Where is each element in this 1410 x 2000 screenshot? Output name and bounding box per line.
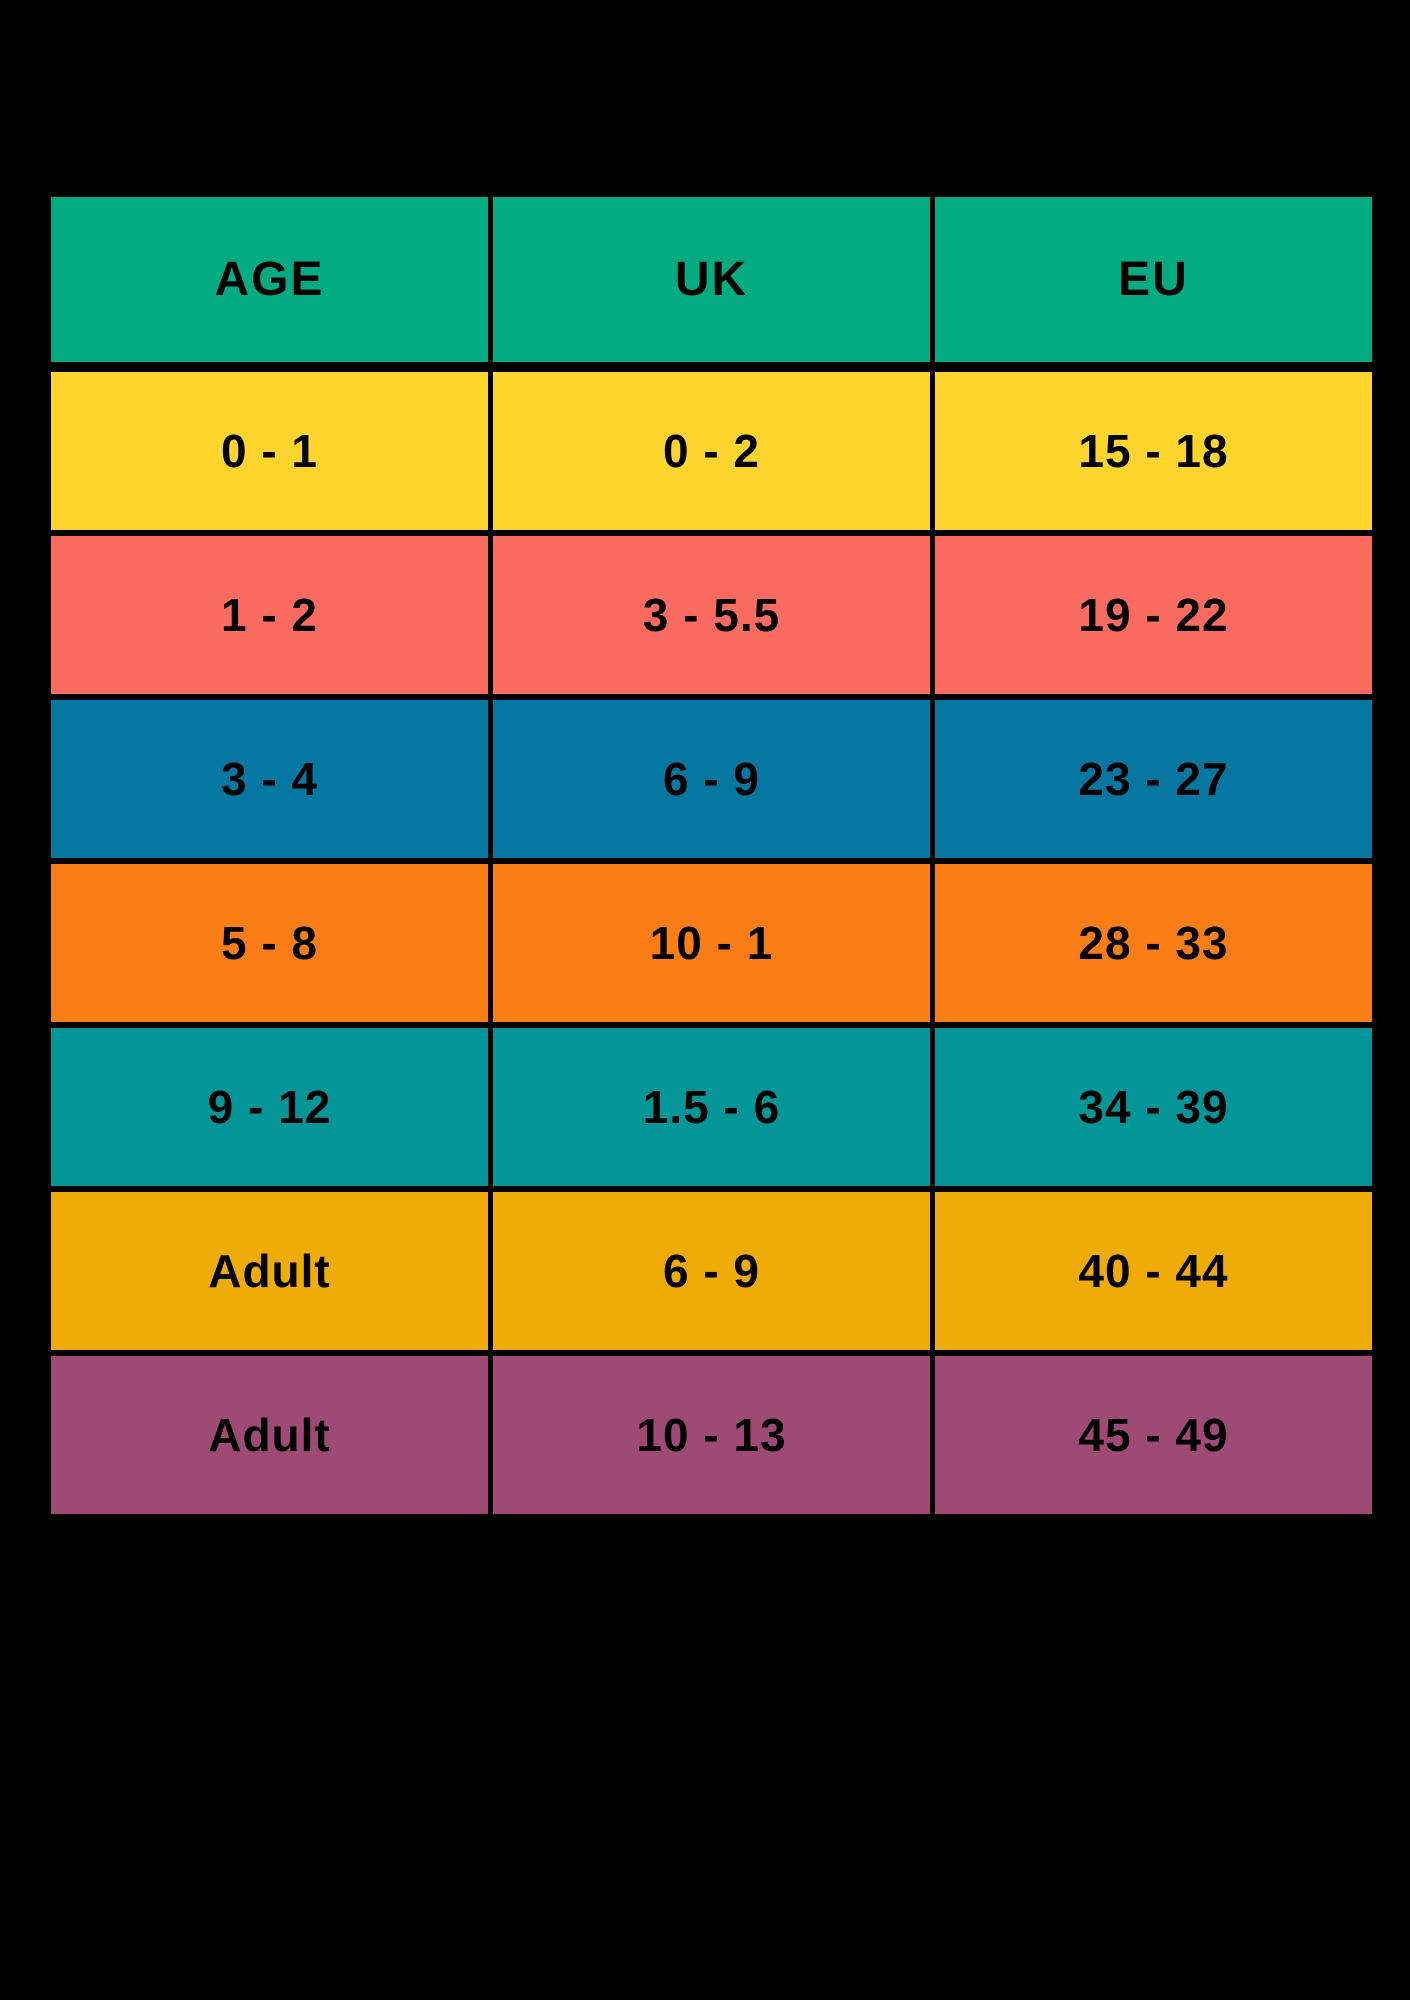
cell-eu: 40 - 44 — [935, 1192, 1372, 1350]
cell-uk: 0 - 2 — [493, 372, 930, 530]
cell-age: 5 - 8 — [51, 864, 488, 1022]
table-row: Adult 10 - 13 45 - 49 — [51, 1356, 1372, 1514]
table-row: 1 - 2 3 - 5.5 19 - 22 — [51, 536, 1372, 694]
size-conversion-table: AGE UK EU 0 - 1 0 - 2 15 - 18 1 - 2 3 - … — [51, 197, 1372, 1520]
cell-uk: 6 - 9 — [493, 700, 930, 858]
cell-age: Adult — [51, 1192, 488, 1350]
cell-uk: 1.5 - 6 — [493, 1028, 930, 1186]
header-cell-uk: UK — [493, 197, 930, 362]
table-header-row: AGE UK EU — [51, 197, 1372, 362]
cell-eu: 45 - 49 — [935, 1356, 1372, 1514]
table-row: Adult 6 - 9 40 - 44 — [51, 1192, 1372, 1350]
cell-uk: 6 - 9 — [493, 1192, 930, 1350]
cell-eu: 28 - 33 — [935, 864, 1372, 1022]
cell-eu: 23 - 27 — [935, 700, 1372, 858]
table-row: 5 - 8 10 - 1 28 - 33 — [51, 864, 1372, 1022]
cell-uk: 10 - 1 — [493, 864, 930, 1022]
cell-uk: 3 - 5.5 — [493, 536, 930, 694]
cell-age: 3 - 4 — [51, 700, 488, 858]
table-row: 0 - 1 0 - 2 15 - 18 — [51, 372, 1372, 530]
table-row: 9 - 12 1.5 - 6 34 - 39 — [51, 1028, 1372, 1186]
cell-uk: 10 - 13 — [493, 1356, 930, 1514]
cell-eu: 19 - 22 — [935, 536, 1372, 694]
cell-age: 1 - 2 — [51, 536, 488, 694]
header-cell-eu: EU — [935, 197, 1372, 362]
cell-age: Adult — [51, 1356, 488, 1514]
cell-eu: 34 - 39 — [935, 1028, 1372, 1186]
cell-age: 0 - 1 — [51, 372, 488, 530]
table-row: 3 - 4 6 - 9 23 - 27 — [51, 700, 1372, 858]
cell-eu: 15 - 18 — [935, 372, 1372, 530]
cell-age: 9 - 12 — [51, 1028, 488, 1186]
header-cell-age: AGE — [51, 197, 488, 362]
